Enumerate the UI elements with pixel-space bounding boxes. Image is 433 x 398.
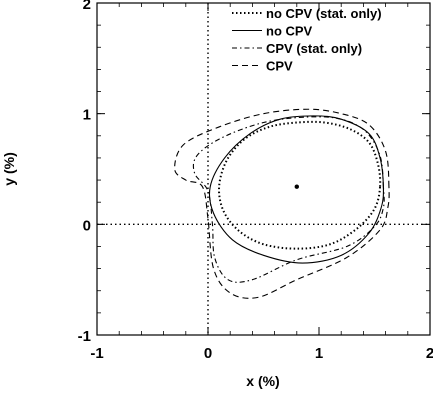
x-tick-label-0: -1 — [90, 345, 103, 362]
reference-lines — [97, 3, 430, 335]
contour-3 — [174, 108, 390, 299]
x-tick-label-1: 0 — [204, 345, 212, 362]
axis-ticks — [96, 2, 431, 336]
legend-label-3: CPV — [266, 59, 293, 74]
x-tick-label-3: 2 — [426, 345, 433, 362]
x-tick-label-2: 1 — [315, 345, 323, 362]
contour-2 — [192, 116, 385, 283]
legend-label-1: no CPV — [266, 24, 313, 39]
tick-labels: -1 0 1 2 -1 0 1 2 — [78, 0, 433, 362]
legend-label-0: no CPV (stat. only) — [266, 6, 382, 21]
y-tick-label-1: 0 — [83, 217, 91, 234]
contour-0 — [217, 120, 382, 250]
y-axis-label: y (%) — [1, 152, 17, 185]
central-value-point — [294, 184, 299, 189]
y-tick-label-0: -1 — [78, 328, 91, 345]
legend-label-2: CPV (stat. only) — [266, 41, 362, 56]
series-group — [174, 108, 390, 299]
y-tick-label-3: 2 — [83, 0, 91, 13]
y-tick-label-2: 1 — [83, 107, 91, 124]
legend: no CPV (stat. only) no CPV CPV (stat. only… — [232, 6, 382, 74]
plot-frame — [96, 2, 431, 336]
x-axis-label: x (%) — [246, 373, 279, 389]
